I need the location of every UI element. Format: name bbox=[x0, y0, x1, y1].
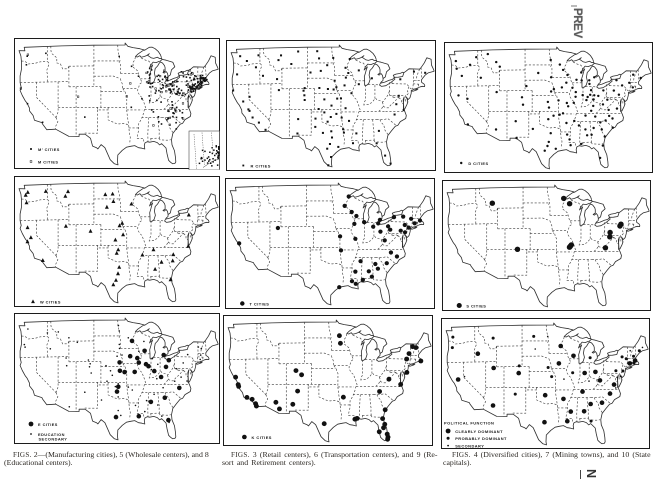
svg-text:R CITIES: R CITIES bbox=[250, 163, 270, 168]
svg-text:W CITIES: W CITIES bbox=[40, 299, 61, 304]
svg-text:S CITIES: S CITIES bbox=[466, 303, 486, 308]
svg-text:SECONDARY: SECONDARY bbox=[38, 436, 67, 441]
svg-text:M′ CITIES: M′ CITIES bbox=[38, 147, 60, 152]
svg-text:EDUCATION: EDUCATION bbox=[38, 432, 65, 437]
svg-text:CLEARLY DOMINANT: CLEARLY DOMINANT bbox=[455, 428, 503, 433]
svg-text:T CITIES: T CITIES bbox=[249, 301, 269, 306]
svg-text:POLITICAL FUNCTION: POLITICAL FUNCTION bbox=[444, 420, 494, 425]
svg-text:E CITIES: E CITIES bbox=[38, 422, 58, 427]
svg-text:K CITIES: K CITIES bbox=[252, 435, 272, 440]
svg-text:D CITIES: D CITIES bbox=[468, 161, 488, 166]
svg-text:PROBABLY DOMINANT: PROBABLY DOMINANT bbox=[455, 436, 507, 441]
svg-text:M CITIES: M CITIES bbox=[38, 159, 58, 164]
svg-text:SECONDARY: SECONDARY bbox=[455, 443, 484, 448]
